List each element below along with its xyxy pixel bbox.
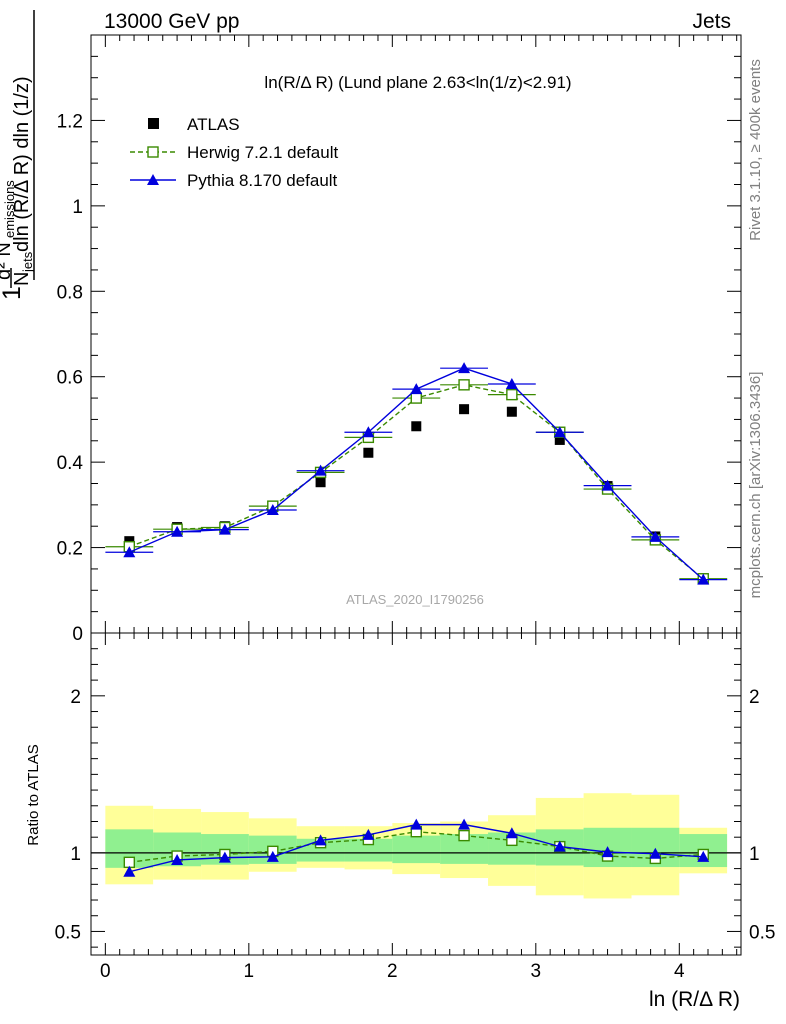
svg-text:d² N: d² N	[0, 242, 15, 280]
x-tick-label: 3	[531, 961, 542, 982]
mc-point	[697, 573, 710, 585]
x-axis-label: ln (R/Δ R)	[649, 988, 740, 1011]
data-point	[554, 434, 565, 445]
mc-point	[458, 379, 470, 391]
series-pythia-8-170-default	[105, 362, 728, 585]
legend-marker	[147, 174, 159, 185]
mc-point	[601, 479, 614, 491]
rivet-label: Rivet 3.1.10, ≥ 400k events	[747, 59, 764, 241]
ratio-point	[362, 828, 375, 840]
band-segment	[392, 835, 441, 864]
ratio-point	[266, 850, 279, 862]
ratio-y-axis-label: Ratio to ATLAS	[25, 744, 42, 845]
svg-text:1: 1	[0, 286, 26, 300]
ratio-point	[601, 846, 614, 858]
ratio-series-pythia-8-170-default	[123, 818, 710, 877]
ratio-panel: 0.5 0.5 1 1 2 2 0 1 2 3 4	[55, 632, 775, 982]
ratio-y-tick-label-right: 2	[749, 687, 760, 708]
ratio-y-tick-label-right: 0.5	[749, 922, 775, 943]
main-y-axis-label: 1 N jets dln (R/Δ R) dln (1/z) d² N emis…	[0, 10, 35, 300]
svg-text:emissions: emissions	[2, 180, 17, 238]
mc-point	[458, 362, 471, 374]
x-tick-label: 2	[387, 961, 398, 982]
y-tick-label: 0	[72, 624, 83, 645]
ratio-point	[553, 840, 566, 852]
ratio-point	[410, 818, 423, 830]
y-tick-label: 0.6	[57, 368, 83, 389]
y-tick-label: 0.8	[57, 282, 83, 303]
legend-label: Pythia 8.170 default	[187, 171, 338, 190]
band-segment	[344, 838, 393, 862]
legend: ATLAS Herwig 7.2.1 default Pythia 8.170 de…	[130, 115, 338, 190]
main-panel: 0 0.2 0.4 0.6 0.8 1 1.2	[57, 34, 742, 645]
svg-text:N: N	[11, 272, 33, 286]
mc-point	[553, 426, 566, 438]
mc-point	[218, 523, 231, 535]
mc-point	[362, 426, 375, 438]
ratio-frame	[90, 632, 742, 956]
header-right: Jets	[692, 10, 731, 33]
data-point	[363, 447, 374, 458]
mc-point	[505, 377, 518, 389]
mc-point	[649, 530, 662, 542]
x-tick-label: 1	[244, 961, 255, 982]
ratio-y-tick-label: 0.5	[55, 922, 81, 943]
y-tick-label: 1	[72, 197, 83, 218]
y-tick-label: 1.2	[57, 111, 83, 132]
mc-point	[266, 503, 279, 515]
ratio-point	[649, 847, 662, 859]
ratio-y-tick-label-right: 1	[749, 844, 760, 865]
ratio-point	[218, 851, 231, 863]
svg-text:jets: jets	[20, 251, 35, 273]
x-tick-label: 0	[100, 961, 111, 982]
mc-point	[506, 388, 518, 401]
ratio-point	[458, 829, 470, 842]
ratio-point	[697, 850, 710, 862]
ratio-point	[505, 827, 518, 839]
svg-text:dln (R/Δ R) dln (1/z): dln (R/Δ R) dln (1/z)	[11, 76, 33, 252]
ratio-point	[314, 834, 327, 846]
series-herwig-7-2-1-default	[105, 379, 728, 585]
y-tick-label: 0.4	[57, 453, 84, 474]
mc-point	[410, 392, 422, 404]
ratio-y-tick-label: 2	[70, 687, 81, 708]
x-tick-label: 4	[674, 961, 685, 982]
ratio-y-tick-label: 1	[70, 844, 81, 865]
mc-point	[410, 383, 423, 395]
ratio-point	[123, 865, 136, 877]
series-line	[129, 384, 704, 580]
legend-label: Herwig 7.2.1 default	[187, 143, 338, 162]
data-point	[459, 404, 470, 415]
series-atlas	[124, 404, 709, 584]
watermark: ATLAS_2020_I1790256	[346, 592, 484, 607]
legend-marker	[148, 118, 159, 129]
ratio-point	[458, 818, 471, 830]
mc-point	[171, 525, 184, 537]
mcplots-label: mcplots.cern.ch [arXiv:1306.3436]	[747, 372, 764, 599]
legend-marker	[147, 146, 159, 158]
mc-point	[314, 464, 327, 476]
data-point	[315, 477, 326, 488]
header-left: 13000 GeV pp	[104, 10, 239, 33]
legend-label: ATLAS	[187, 115, 240, 134]
ratio-point	[171, 853, 184, 865]
plot-title: ln(R/Δ R) (Lund plane 2.63<ln(1/z)<2.91)	[264, 73, 571, 92]
data-point	[411, 421, 422, 432]
y-tick-label: 0.2	[57, 539, 83, 560]
data-point	[506, 406, 517, 417]
mc-point	[123, 546, 136, 558]
uncertainty-band-inner	[105, 827, 728, 868]
